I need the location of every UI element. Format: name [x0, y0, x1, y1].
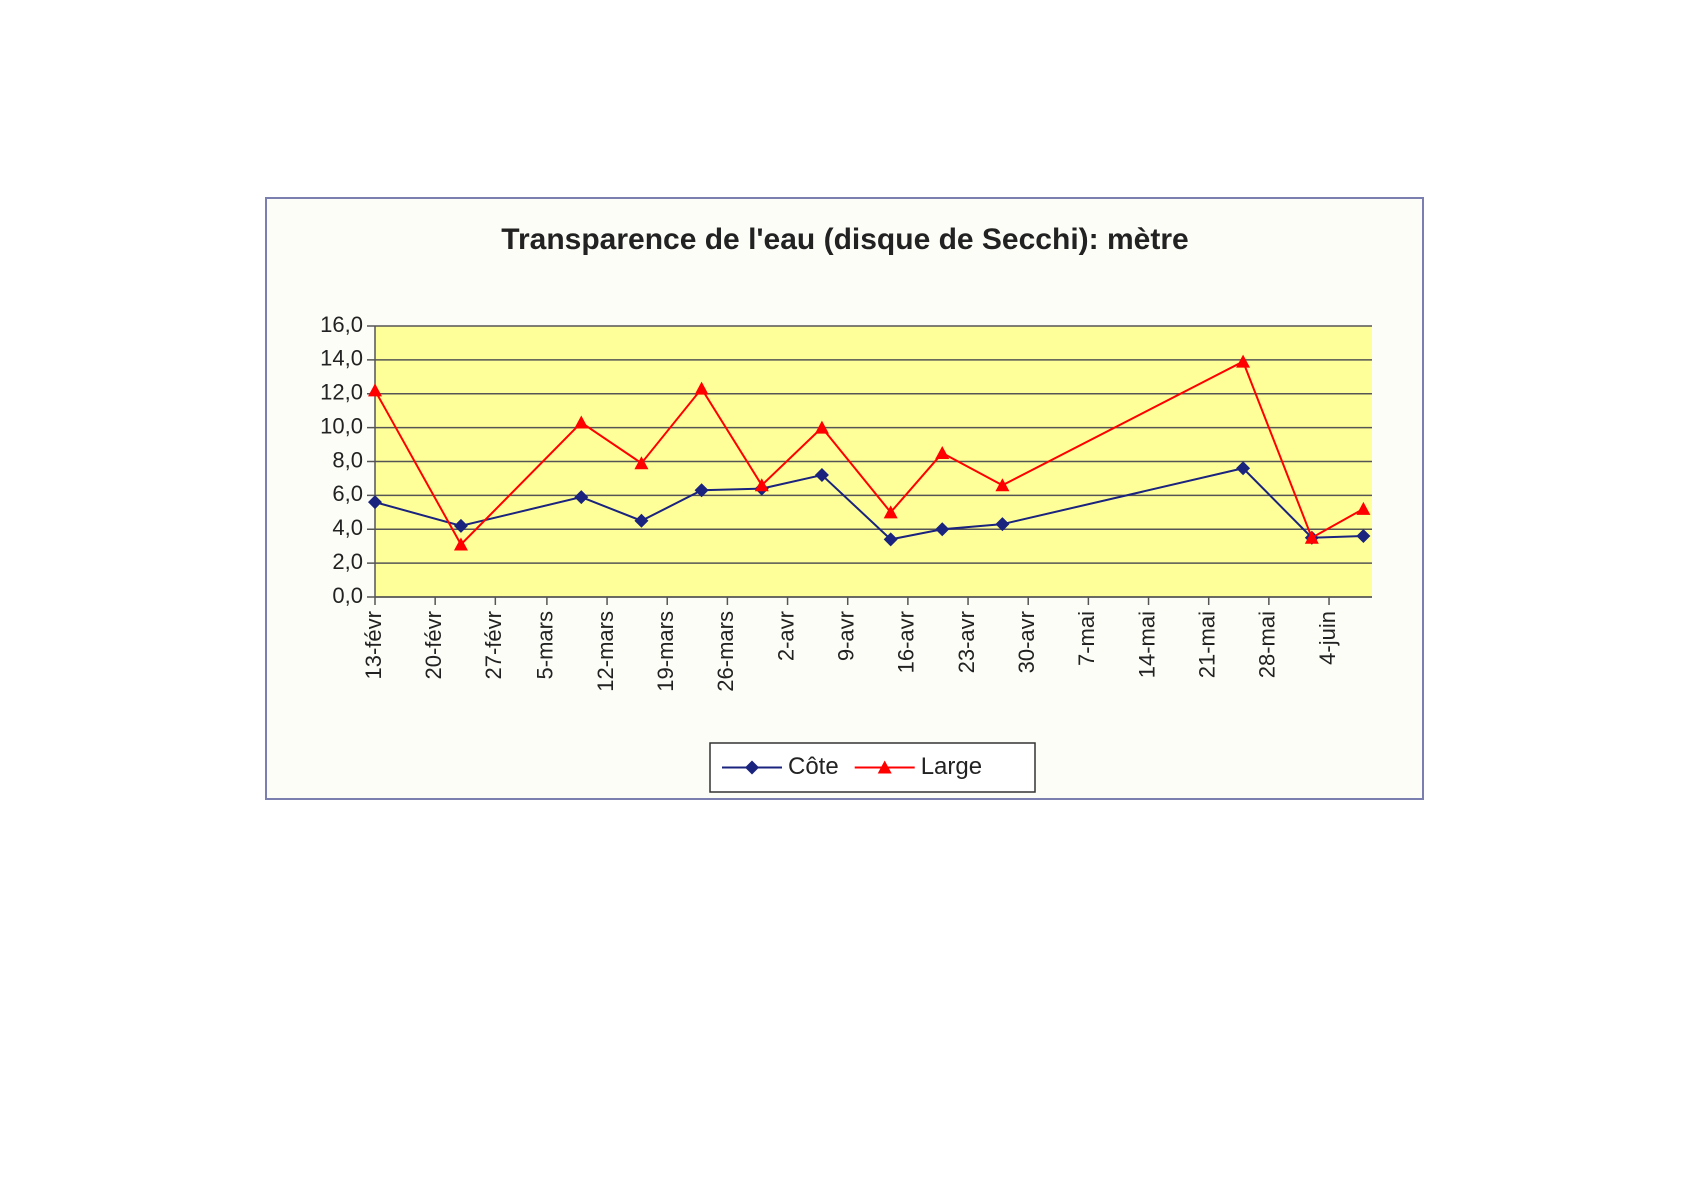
marker	[574, 415, 589, 429]
marker	[883, 532, 898, 547]
marker	[814, 468, 829, 483]
y-tick-label: 2,0	[332, 549, 363, 574]
x-tick-label: 12-mars	[593, 611, 618, 692]
x-tick-label: 5-mars	[533, 611, 558, 679]
x-tick-label: 23-avr	[954, 611, 979, 673]
legend-marker	[877, 760, 892, 774]
marker	[814, 420, 829, 434]
x-tick-label: 7-mai	[1074, 611, 1099, 666]
x-tick-label: 19-mars	[653, 611, 678, 692]
marker	[935, 446, 950, 460]
y-tick-label: 8,0	[332, 447, 363, 472]
y-tick-label: 16,0	[320, 312, 363, 337]
marker	[935, 522, 950, 537]
y-tick-label: 12,0	[320, 380, 363, 405]
y-tick-label: 0,0	[332, 583, 363, 608]
chart-title: Transparence de l'eau (disque de Secchi)…	[501, 223, 1188, 256]
marker	[883, 505, 898, 519]
marker	[1236, 354, 1251, 368]
marker	[574, 490, 589, 505]
x-tick-label: 27-févr	[481, 611, 506, 679]
marker	[368, 495, 382, 510]
marker	[368, 383, 382, 397]
x-tick-label: 20-févr	[421, 611, 446, 679]
y-tick-label: 14,0	[320, 346, 363, 371]
marker	[1356, 501, 1371, 515]
x-tick-label: 26-mars	[713, 611, 738, 692]
marker	[995, 517, 1010, 532]
marker	[453, 518, 468, 533]
x-tick-label: 28-mai	[1255, 611, 1280, 678]
x-tick-label: 16-avr	[894, 611, 919, 673]
marker	[634, 456, 649, 470]
legend-label: Côte	[788, 753, 839, 780]
x-tick-label: 9-avr	[834, 611, 859, 661]
marker	[694, 381, 709, 395]
marker	[1304, 530, 1319, 544]
y-tick-label: 10,0	[320, 413, 363, 438]
x-tick-label: 21-mai	[1195, 611, 1220, 678]
marker	[995, 478, 1010, 492]
x-tick-label: 2-avr	[773, 611, 798, 661]
y-tick-label: 4,0	[332, 515, 363, 540]
marker	[453, 537, 468, 551]
x-tick-label: 14-mai	[1134, 611, 1159, 678]
x-tick-label: 4-juin	[1315, 611, 1340, 665]
marker	[1356, 529, 1371, 544]
marker	[1236, 461, 1251, 476]
legend-label: Large	[921, 753, 982, 780]
x-tick-label: 30-avr	[1014, 611, 1039, 673]
legend-marker	[745, 760, 759, 775]
x-tick-label: 13-févr	[361, 611, 386, 679]
legend: Côte Large	[709, 742, 1036, 793]
marker	[634, 513, 649, 528]
marker	[694, 483, 709, 498]
y-tick-label: 6,0	[332, 481, 363, 506]
marker	[754, 478, 769, 492]
